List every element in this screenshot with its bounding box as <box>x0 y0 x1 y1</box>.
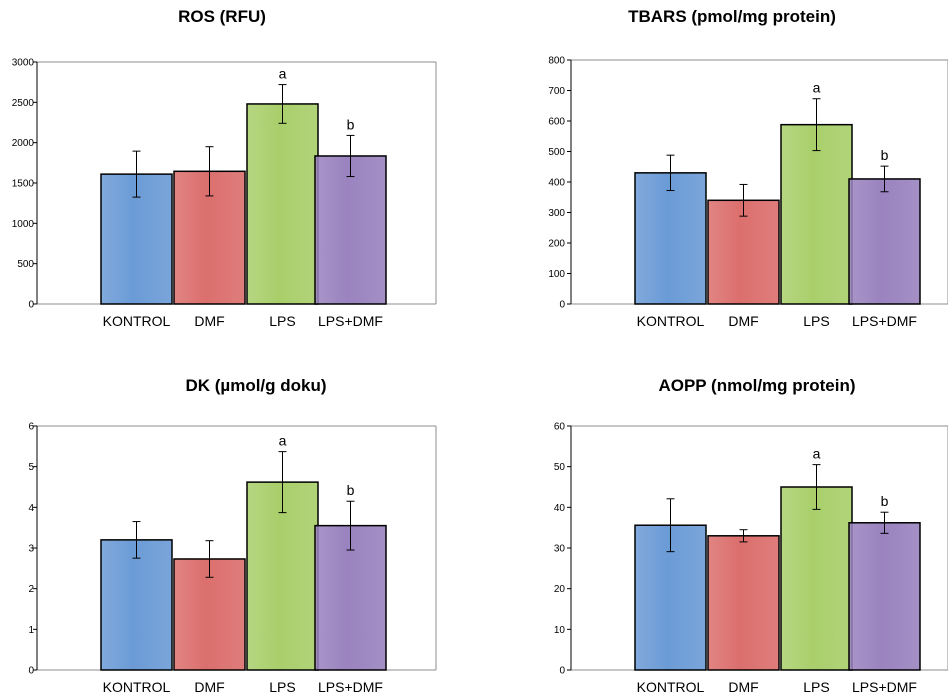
y-tick-label: 1500 <box>12 179 35 190</box>
category-label: LPS <box>803 679 829 695</box>
y-tick-label: 400 <box>548 178 565 189</box>
category-label: DMF <box>728 313 758 329</box>
significance-label: a <box>279 433 287 449</box>
y-tick-label: 50 <box>554 462 566 473</box>
chart-title: DK (µmol/g doku) <box>185 376 326 395</box>
bar-lps <box>780 486 853 671</box>
chart-panel-4: AOPP (nmol/mg protein) 0 10 20 30 40 50 60 KONTR… <box>554 376 948 695</box>
bar-lps <box>246 103 319 305</box>
category-label: LPS <box>269 679 295 695</box>
y-tick-label: 0 <box>28 666 34 677</box>
bar-kontrol <box>100 539 173 671</box>
category-label: DMF <box>194 679 224 695</box>
y-tick-label: 60 <box>554 422 566 433</box>
chart-panel-1: ROS (RFU) 0 500 1000 1500 2000 2500 3000 KONTROL… <box>12 7 437 329</box>
bar-lps-dmf <box>848 522 921 671</box>
category-label: LPS+DMF <box>318 679 383 695</box>
y-tick-label: 6 <box>28 422 34 433</box>
y-tick-label: 3 <box>28 544 34 555</box>
y-tick-label: 10 <box>554 625 566 636</box>
y-tick-label: 1000 <box>12 219 35 230</box>
category-label: KONTROL <box>637 313 705 329</box>
chart-panel-3: DK (µmol/g doku) 0 1 2 3 4 5 6 KONTROL DMF a LPS b LP… <box>28 376 437 695</box>
y-tick-label: 100 <box>548 269 565 280</box>
y-tick-label: 3000 <box>12 58 35 69</box>
y-tick-label: 0 <box>559 300 565 311</box>
chart-panel-2: TBARS (pmol/mg protein) 0 100 200 300 400 500 6… <box>548 7 948 329</box>
y-tick-label: 0 <box>28 300 34 311</box>
significance-label: b <box>881 147 889 163</box>
category-label: LPS+DMF <box>852 313 917 329</box>
significance-label: b <box>347 116 355 132</box>
category-label: LPS <box>803 313 829 329</box>
bar-lps <box>246 481 319 671</box>
y-tick-label: 4 <box>28 503 34 514</box>
category-label: LPS+DMF <box>852 679 917 695</box>
category-label: DMF <box>194 313 224 329</box>
chart-title: ROS (RFU) <box>178 7 266 26</box>
bar-dmf <box>707 535 780 671</box>
chart-title: AOPP (nmol/mg protein) <box>658 376 855 395</box>
y-tick-label: 500 <box>548 147 565 158</box>
y-tick-label: 30 <box>554 544 566 555</box>
category-label: LPS+DMF <box>318 313 383 329</box>
bar-lps-dmf <box>314 155 387 305</box>
y-tick-label: 20 <box>554 584 566 595</box>
significance-label: b <box>347 482 355 498</box>
bar-lps-dmf <box>848 178 921 305</box>
chart-title: TBARS (pmol/mg protein) <box>628 7 836 26</box>
category-label: DMF <box>728 679 758 695</box>
y-tick-label: 0 <box>559 666 565 677</box>
y-tick-label: 5 <box>28 462 34 473</box>
significance-label: b <box>881 493 889 509</box>
y-tick-label: 2 <box>28 584 34 595</box>
significance-label: a <box>813 80 821 96</box>
y-tick-label: 2500 <box>12 98 35 109</box>
bar-lps <box>780 123 853 305</box>
significance-label: a <box>813 446 821 462</box>
y-tick-label: 2000 <box>12 138 35 149</box>
y-tick-label: 1 <box>28 625 34 636</box>
category-label: KONTROL <box>637 679 705 695</box>
y-tick-label: 600 <box>548 117 565 128</box>
y-tick-label: 500 <box>17 259 34 270</box>
significance-label: a <box>279 66 287 82</box>
category-label: KONTROL <box>103 313 171 329</box>
category-label: LPS <box>269 313 295 329</box>
y-tick-label: 300 <box>548 208 565 219</box>
y-tick-label: 800 <box>548 56 565 67</box>
bar-kontrol <box>634 172 707 305</box>
category-label: KONTROL <box>103 679 171 695</box>
y-tick-label: 40 <box>554 503 566 514</box>
y-tick-label: 200 <box>548 239 565 250</box>
y-tick-label: 700 <box>548 86 565 97</box>
